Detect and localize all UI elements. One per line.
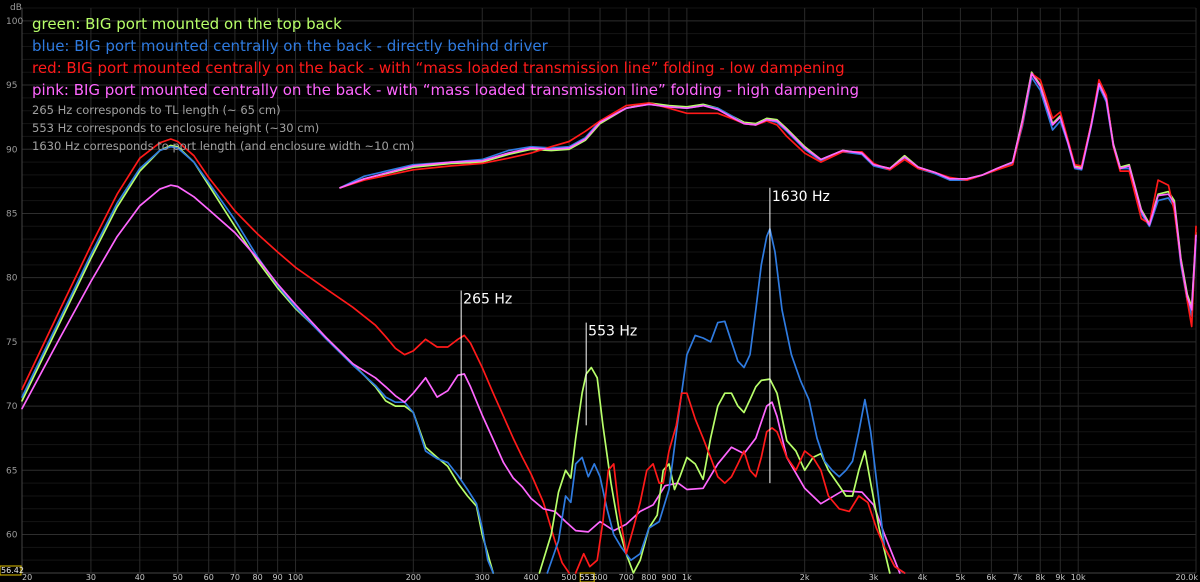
x-tick-label: 9k xyxy=(1055,573,1065,582)
x-tick-label: 60 xyxy=(204,573,214,582)
x-tick-label: 40 xyxy=(135,573,145,582)
y-tick-label: 65 xyxy=(6,466,17,476)
x-tick-label: 4k xyxy=(918,573,928,582)
x-tick-label: 20.0k xyxy=(1176,573,1199,582)
x-tick-label: 3k xyxy=(869,573,879,582)
x-tick-label: 30 xyxy=(86,573,96,582)
x-tick-label: 80 xyxy=(253,573,263,582)
note-553hz: 553 Hz corresponds to enclosure height (… xyxy=(32,121,320,135)
x-tick-label: 1k xyxy=(682,573,692,582)
y-tick-label: 100 xyxy=(6,17,23,27)
x-tick-label: 20 xyxy=(22,573,32,582)
y-tick-label: 80 xyxy=(6,274,18,284)
note-1630hz: 1630 Hz corresponds to port length (and … xyxy=(32,139,415,153)
annotation-layer: 265 Hz 553 Hz 1630 Hz xyxy=(460,187,830,484)
x-tick-label: 600 xyxy=(592,573,607,582)
x-tick-label: 70 xyxy=(230,573,240,582)
legend-item-green: green: BIG port mounted on the top back xyxy=(32,15,342,33)
y-tick-label: 90 xyxy=(6,145,18,155)
legend-item-pink: pink: BIG port mounted centrally on the … xyxy=(32,81,860,99)
x-tick-label: 100 xyxy=(288,573,303,582)
x-tick-label: 2k xyxy=(800,573,810,582)
x-tick-label: 7k xyxy=(1013,573,1023,582)
x-tick-label: 300 xyxy=(475,573,490,582)
x-tick-label: 8k xyxy=(1035,573,1045,582)
x-tick-label: 10k xyxy=(1071,573,1086,582)
x-tick-label: 400 xyxy=(523,573,538,582)
x-tick-label: 200 xyxy=(406,573,421,582)
x-tick-label: 6k xyxy=(987,573,997,582)
note-265hz: 265 Hz corresponds to TL length (~ 65 cm… xyxy=(32,103,281,117)
grid xyxy=(21,7,1197,574)
legend: green: BIG port mounted on the top back … xyxy=(32,13,859,155)
series-layer xyxy=(21,71,1197,574)
x-tick-label: 90 xyxy=(273,573,283,582)
x-tick-label: 500 xyxy=(561,573,576,582)
annotation-label: 1630 Hz xyxy=(772,189,830,205)
legend-item-red: red: BIG port mounted centrally on the b… xyxy=(32,59,845,77)
annotation-label: 553 Hz xyxy=(588,324,637,340)
y-tick-label: 85 xyxy=(6,209,17,219)
x-tick-label: 5k xyxy=(956,573,966,582)
x-tick-label: 700 xyxy=(619,573,634,582)
x-tick-label: 800 xyxy=(641,573,656,582)
cursor-x-label: 553 xyxy=(580,573,595,582)
cursor-y-label: 56.42 xyxy=(1,566,24,575)
series-line-blue-port xyxy=(546,228,906,574)
series-line-red-port xyxy=(574,392,906,574)
y-tick-label: 60 xyxy=(6,530,18,540)
x-tick-label: 50 xyxy=(173,573,183,582)
cursor-y-box xyxy=(0,565,22,576)
series-line-blue-main xyxy=(21,145,495,574)
annotation-label: 265 Hz xyxy=(463,292,512,308)
series-line-red-main xyxy=(21,138,570,574)
x-tick-label: 900 xyxy=(661,573,676,582)
y-tick-label: 70 xyxy=(6,402,18,412)
y-tick-label: 95 xyxy=(6,81,17,91)
series-line-green-port xyxy=(538,366,891,574)
cursor-x-box xyxy=(579,572,595,582)
series-line-pink-near xyxy=(339,72,1197,311)
x-axis: 20 30 40 50 60 70 80 90 100 200 300 400 500 600 700 800… xyxy=(22,572,1199,582)
legend-item-blue: blue: BIG port mounted centrally on the … xyxy=(32,37,548,55)
series-line-red-near xyxy=(339,72,1197,328)
series-line-pink-main xyxy=(21,184,901,574)
y-tick-label: 75 xyxy=(6,338,17,348)
y-axis: dB 60 65 70 75 80 85 90 95 100 56.42 xyxy=(0,3,24,576)
y-unit-label: dB xyxy=(10,3,22,13)
